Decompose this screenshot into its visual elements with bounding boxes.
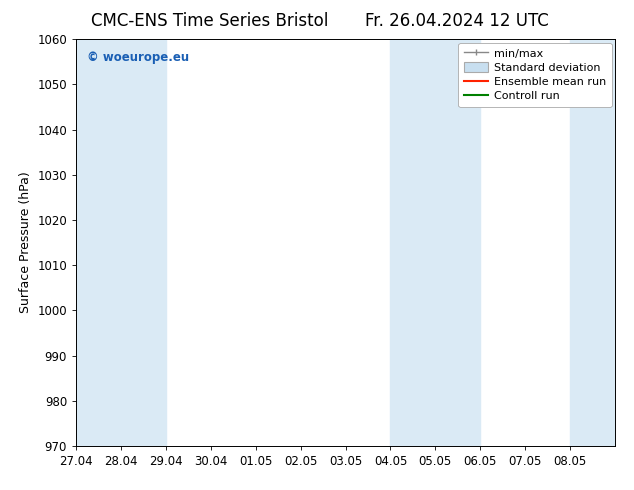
Bar xyxy=(570,39,615,446)
Legend: min/max, Standard deviation, Ensemble mean run, Controll run: min/max, Standard deviation, Ensemble me… xyxy=(458,43,612,107)
Text: © woeurope.eu: © woeurope.eu xyxy=(87,51,189,64)
Text: CMC-ENS Time Series Bristol: CMC-ENS Time Series Bristol xyxy=(91,12,328,30)
Bar xyxy=(391,39,436,446)
Bar xyxy=(76,39,121,446)
Text: Fr. 26.04.2024 12 UTC: Fr. 26.04.2024 12 UTC xyxy=(365,12,548,30)
Bar xyxy=(436,39,481,446)
Bar xyxy=(121,39,166,446)
Y-axis label: Surface Pressure (hPa): Surface Pressure (hPa) xyxy=(19,172,32,314)
